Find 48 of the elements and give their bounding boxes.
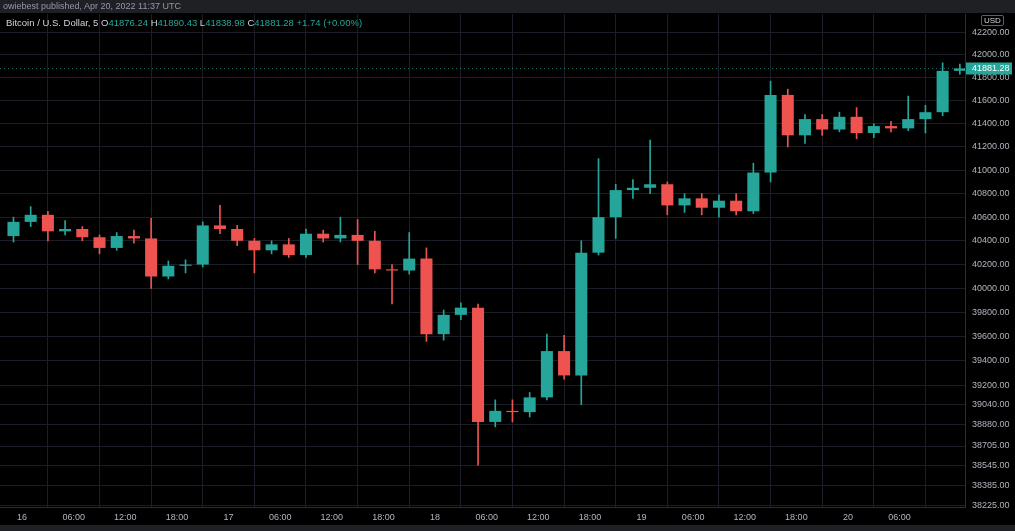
y-tick-label: 41800.00 (972, 72, 1010, 83)
y-tick-label: 40600.00 (972, 211, 1010, 222)
x-tick-label: 12:00 (320, 511, 344, 522)
y-tick-label: 40200.00 (972, 259, 1010, 270)
x-tick-label: 06:00 (475, 511, 498, 522)
y-tick-label: 41000.00 (972, 164, 1010, 175)
x-tick-label: 18:00 (578, 511, 602, 522)
y-tick-label: 40000.00 (972, 282, 1010, 293)
y-tick-label: 40800.00 (972, 188, 1010, 199)
x-tick-label: 18:00 (165, 511, 189, 522)
x-tick-label: 20 (842, 511, 853, 522)
y-tick-label: 38705.00 (972, 440, 1010, 451)
y-axis-title: USD (981, 15, 1004, 26)
y-tick-label: 42000.00 (972, 49, 1010, 60)
candlestick (386, 264, 399, 305)
x-tick-label: 18 (430, 511, 441, 522)
y-tick-label: 39400.00 (972, 355, 1010, 366)
candlestick (213, 205, 226, 235)
y-tick-label: 39600.00 (972, 331, 1010, 342)
x-tick-label: 18:00 (785, 511, 808, 522)
y-tick-label: 40400.00 (972, 235, 1010, 246)
x-tick-label: 17 (223, 511, 234, 522)
y-tick-label: 41600.00 (972, 95, 1010, 106)
text: O41876.24 H41890.43 L41838.98 C41881.28 +1.74 (+0.00%) (101, 17, 363, 28)
ref-line-label: 41881.28 (972, 63, 1010, 74)
x-tick-label: 16 (17, 511, 28, 522)
y-tick-label: 41400.00 (972, 118, 1010, 129)
x-tick-label: 12:00 (527, 511, 550, 522)
x-tick-label: 06:00 (268, 511, 292, 522)
y-tick-label: 39040.00 (972, 399, 1010, 410)
y-tick-label: 39800.00 (972, 306, 1010, 317)
chart-title: Bitcoin / U.S. Dollar, 5 (6, 17, 99, 28)
x-tick-label: 19 (636, 511, 647, 522)
text: owiebest published, Apr 20, 2022 11:37 UTC (3, 1, 181, 12)
y-tick-label: 39200.00 (972, 379, 1010, 390)
x-tick-label: 12:00 (733, 511, 757, 522)
y-tick-label: 38225.00 (972, 500, 1010, 511)
y-tick-label: 41200.00 (972, 141, 1010, 152)
y-tick-label: 38545.00 (972, 460, 1010, 471)
candlestick (644, 139, 657, 194)
y-tick-label: 38385.00 (972, 480, 1010, 491)
x-tick-label: 18:00 (372, 511, 395, 522)
x-tick-label: 06:00 (62, 511, 85, 522)
x-tick-label: 06:00 (888, 511, 911, 522)
y-tick-label: 42200.00 (972, 26, 1010, 37)
x-tick-label: 12:00 (114, 511, 137, 522)
y-tick-label: 38880.00 (972, 418, 1010, 429)
x-tick-label: 06:00 (681, 511, 705, 522)
